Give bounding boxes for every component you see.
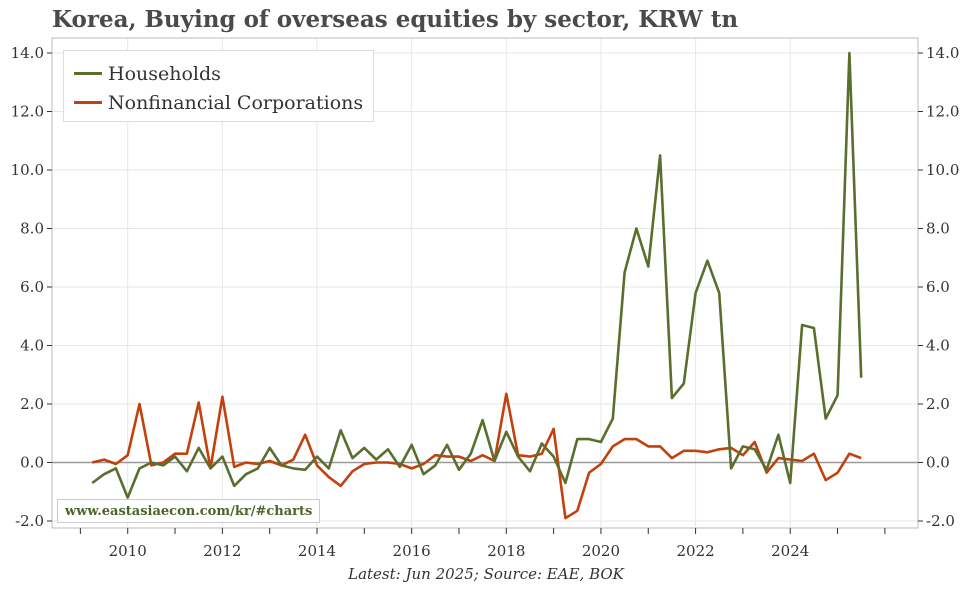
legend-swatch-households	[74, 72, 102, 75]
legend-label-nfc: Nonfinancial Corporations	[108, 91, 364, 114]
series-line-nfc	[91, 392, 862, 520]
y-tick-label-left: 0.0	[20, 454, 44, 472]
y-tick-label-right: -2.0	[926, 512, 955, 530]
x-tick-label: 2020	[582, 542, 620, 560]
x-tick-label: 2016	[393, 542, 431, 560]
y-tick-label-left: 4.0	[20, 337, 44, 355]
y-tick-label-right: 6.0	[926, 278, 950, 296]
series-line-households	[91, 51, 863, 499]
y-tick-label-left: 14.0	[11, 44, 44, 62]
legend-label-households: Households	[108, 62, 221, 85]
y-tick-label-left: -2.0	[15, 512, 44, 530]
y-tick-label-right: 4.0	[926, 337, 950, 355]
plot-frame	[51, 37, 919, 529]
x-tick-label: 2012	[203, 542, 241, 560]
y-tick-label-left: 10.0	[11, 161, 44, 179]
x-tick-label: 2024	[771, 542, 809, 560]
source-note: Latest: Jun 2025; Source: EAE, BOK	[348, 565, 624, 583]
legend-item-households: Households	[74, 59, 363, 88]
chart-title: Korea, Buying of overseas equities by se…	[52, 6, 739, 33]
x-tick-label: 2022	[676, 542, 714, 560]
y-tick-label-left: 12.0	[11, 103, 44, 121]
y-tick-label-right: 0.0	[926, 454, 950, 472]
x-tick-label: 2010	[109, 542, 147, 560]
y-tick-label-right: 2.0	[926, 395, 950, 413]
y-tick-label-left: 8.0	[20, 220, 44, 238]
y-tick-label-right: 14.0	[926, 44, 959, 62]
y-tick-label-right: 10.0	[926, 161, 959, 179]
legend-swatch-nfc	[74, 101, 102, 104]
y-tick-label-left: 2.0	[20, 395, 44, 413]
axis-layer: -2.0 -2.0 0.0 0.0 2.0 2.0 4.0 4.0 6.0 6.0 8.0 8.0 10…	[11, 37, 959, 560]
series-layer	[91, 51, 863, 520]
watermark-url[interactable]: www.eastasiaecon.com/kr/#charts	[57, 499, 321, 523]
y-tick-label-left: 6.0	[20, 278, 44, 296]
y-tick-label-right: 8.0	[926, 220, 950, 238]
legend-item-nfc: Nonfinancial Corporations	[74, 88, 363, 117]
legend: Households Nonfinancial Corporations	[63, 50, 375, 122]
x-tick-label: 2014	[298, 542, 336, 560]
x-tick-label: 2018	[487, 542, 525, 560]
y-tick-label-right: 12.0	[926, 103, 959, 121]
